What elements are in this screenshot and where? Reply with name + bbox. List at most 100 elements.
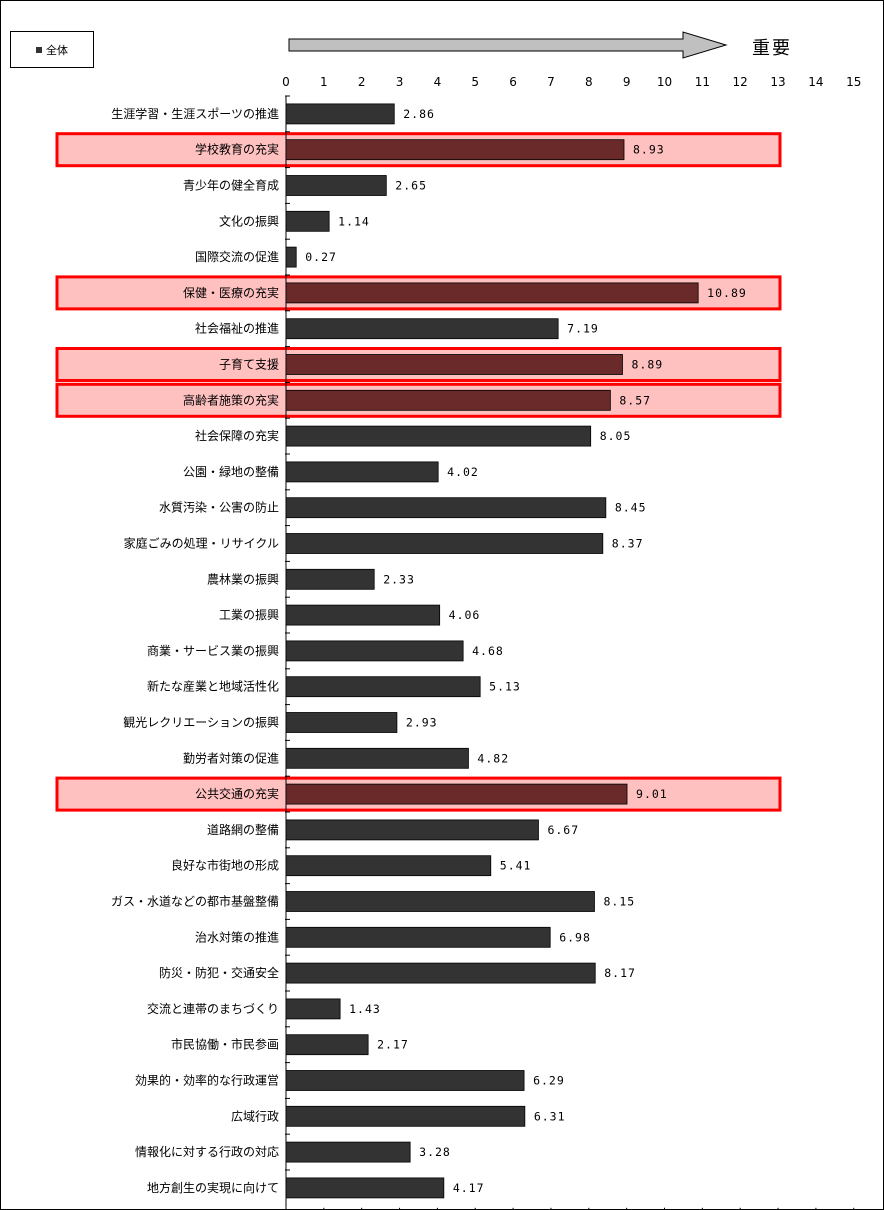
value-label: 2.65: [395, 179, 427, 193]
value-label: 8.15: [603, 895, 635, 909]
bar: [285, 389, 611, 411]
bar: [285, 926, 551, 948]
category-label: 保健・医療の充実: [183, 285, 279, 300]
value-label: 8.93: [633, 143, 665, 157]
value-label: 8.89: [631, 358, 663, 372]
x-tick-label: 14: [808, 75, 823, 89]
value-label: 8.37: [612, 537, 644, 551]
category-label: 家庭ごみの処理・リサイクル: [124, 536, 279, 551]
x-tick-label: 8: [585, 75, 593, 89]
category-label: 農林業の振興: [207, 572, 279, 586]
bar: [285, 712, 398, 733]
bar: [285, 676, 481, 698]
value-label: 2.17: [377, 1038, 409, 1052]
x-tick-label: 2: [358, 75, 366, 89]
category-label: 防災・防犯・交通安全: [159, 965, 279, 980]
x-tick-label: 15: [846, 75, 861, 89]
bar: [285, 568, 375, 590]
bar: [285, 103, 395, 125]
value-label: 8.17: [604, 966, 636, 980]
category-label: 生涯学習・生涯スポーツの推進: [111, 106, 279, 121]
axis-title: 重要: [752, 38, 792, 59]
arrow-shape: [288, 31, 728, 59]
x-tick-label: 6: [509, 75, 517, 89]
bar: [285, 783, 628, 805]
value-label: 0.27: [305, 250, 337, 264]
category-label: 子育て支援: [219, 357, 279, 372]
bar: [285, 998, 341, 1020]
bar: [285, 1105, 526, 1127]
value-label: 6.67: [547, 823, 579, 837]
value-label: 9.01: [636, 787, 668, 801]
category-label: 広域行政: [231, 1109, 279, 1123]
category-label: 交流と連帯のまちづくり: [147, 1001, 279, 1016]
value-label: 7.19: [567, 322, 599, 336]
category-label: 学校教育の充実: [195, 142, 279, 157]
value-label: 4.82: [477, 751, 509, 765]
value-label: 4.02: [447, 465, 479, 479]
bar: [285, 533, 604, 554]
category-label: 効果的・効率的な行政運営: [135, 1073, 279, 1088]
x-tick-label: 11: [695, 75, 710, 89]
value-label: 5.13: [489, 680, 521, 694]
category-label: 文化の振興: [219, 213, 279, 228]
category-label: ガス・水道などの都市基盤整備: [111, 894, 279, 909]
category-label: 国際交流の促進: [195, 249, 279, 264]
bar: [285, 246, 297, 268]
legend-label: 全体: [46, 43, 68, 57]
bar: [285, 425, 592, 447]
x-tick-label: 3: [396, 75, 404, 89]
value-label: 4.06: [449, 608, 481, 622]
bar: [285, 1177, 445, 1199]
category-label: 地方創生の実現に向けて: [147, 1180, 279, 1195]
bar: [285, 1070, 525, 1091]
value-label: 6.98: [559, 930, 591, 944]
category-label: 社会保障の充実: [195, 428, 279, 443]
bar: [285, 1141, 411, 1163]
legend-swatch: [36, 46, 42, 53]
value-label: 8.57: [619, 393, 651, 407]
category-label: 水質汚染・公害の防止: [159, 500, 279, 515]
x-tick-label: 10: [657, 75, 672, 89]
value-label: 1.14: [338, 214, 370, 228]
importance-arrow: [288, 30, 728, 60]
x-tick-label: 7: [547, 75, 555, 89]
value-label: 4.68: [472, 644, 504, 658]
category-label: 情報化に対する行政の対応: [135, 1145, 279, 1159]
bar: [285, 819, 539, 841]
value-label: 2.33: [383, 572, 415, 586]
category-label: 道路網の整備: [207, 822, 279, 837]
x-tick-label: 4: [434, 75, 442, 89]
category-label: 工業の振興: [219, 608, 279, 622]
bar: [285, 604, 441, 626]
x-tick-label: 5: [471, 75, 479, 89]
category-label: 新たな産業と地域活性化: [147, 679, 279, 694]
x-tick-label: 12: [733, 75, 748, 89]
value-label: 10.89: [707, 286, 747, 300]
category-label: 市民協働・市民参画: [171, 1037, 279, 1052]
category-label: 勤労者対策の促進: [183, 751, 279, 765]
category-label: 商業・サービス業の振興: [147, 643, 279, 658]
bar: [285, 461, 439, 483]
category-label: 青少年の健全育成: [183, 178, 279, 193]
x-tick-label: 13: [770, 75, 785, 89]
bar: [285, 282, 699, 304]
bar: [285, 318, 559, 340]
value-label: 3.28: [419, 1145, 451, 1159]
value-label: 2.86: [403, 107, 435, 121]
category-label: 公園・緑地の整備: [183, 464, 279, 479]
category-label: 観光レクリエーションの振興: [123, 716, 279, 730]
x-tick-label: 9: [623, 75, 631, 89]
bar: [285, 175, 387, 196]
legend: 全体: [10, 31, 94, 68]
category-label: 良好な市街地の形成: [171, 858, 279, 873]
value-label: 6.29: [533, 1074, 565, 1088]
bar: [285, 497, 607, 519]
x-tick-label: 0: [282, 75, 290, 89]
bar: [285, 747, 469, 769]
category-label: 社会福祉の推進: [195, 321, 279, 336]
bar: [285, 354, 623, 375]
value-label: 1.43: [349, 1002, 381, 1016]
x-tick-label: 1: [320, 75, 328, 89]
bar: [285, 891, 595, 912]
